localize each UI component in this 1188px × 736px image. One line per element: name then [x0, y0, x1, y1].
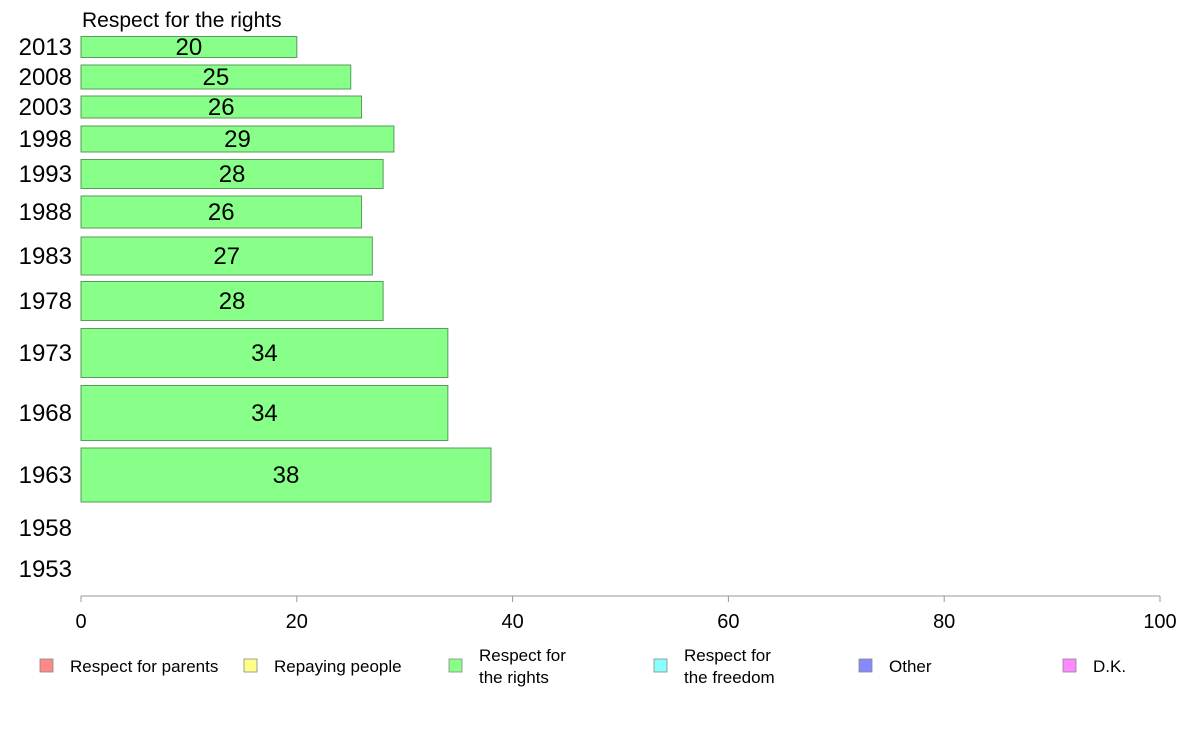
category-label-1953: 1953	[19, 556, 72, 583]
legend-label-1: Repaying people	[274, 657, 402, 676]
data-label-2003: 26	[208, 94, 235, 121]
x-tick-label-40: 40	[501, 611, 523, 633]
legend: Respect for parents Repaying people Respec…	[39, 646, 1126, 687]
bar-1978	[80, 281, 384, 321]
x-axis: 0 20 40 60 80 100	[75, 595, 1177, 633]
data-label-1968: 34	[251, 400, 278, 427]
bar-1998	[80, 125, 395, 153]
category-label-2013: 2013	[19, 34, 72, 61]
data-label-1983: 27	[213, 243, 240, 270]
bar-1988	[80, 195, 363, 229]
legend-swatch-3	[653, 658, 668, 673]
bar-2013	[80, 36, 298, 58]
data-label-1978: 28	[219, 288, 246, 315]
category-label-1973: 1973	[19, 340, 72, 367]
data-label-1988: 26	[208, 199, 235, 226]
x-tick-label-0: 0	[75, 611, 86, 633]
bar-1983	[80, 236, 373, 276]
data-label-1973: 34	[251, 340, 278, 367]
category-labels: 2013 2008 2003 1998 1993 1988 1983 1978 1973 1968…	[19, 34, 72, 583]
category-label-2008: 2008	[19, 64, 72, 91]
legend-swatch-2	[448, 658, 463, 673]
data-label-2008: 25	[203, 64, 230, 91]
bar-1963	[80, 447, 492, 503]
data-label-1998: 29	[224, 126, 251, 153]
x-tick-label-20: 20	[286, 611, 308, 633]
category-label-1998: 1998	[19, 126, 72, 153]
category-label-1963: 1963	[19, 462, 72, 489]
x-tick-label-60: 60	[717, 611, 739, 633]
bar-1968	[80, 385, 449, 441]
category-label-1983: 1983	[19, 243, 72, 270]
bar-1973	[80, 328, 449, 378]
legend-swatch-0	[39, 658, 54, 673]
legend-swatch-1	[243, 658, 258, 673]
category-label-1988: 1988	[19, 199, 72, 226]
x-tick-label-100: 100	[1143, 611, 1176, 633]
legend-swatch-4	[858, 658, 873, 673]
category-label-1968: 1968	[19, 400, 72, 427]
legend-label-3: Respect for the freedom	[684, 646, 775, 687]
data-label-1963: 38	[273, 462, 300, 489]
bar-2003	[80, 95, 363, 119]
category-label-1958: 1958	[19, 515, 72, 542]
legend-label-4: Other	[889, 657, 932, 676]
category-label-1993: 1993	[19, 161, 72, 188]
legend-label-2: Respect for the rights	[479, 646, 566, 687]
legend-swatch-5	[1062, 658, 1077, 673]
chart-title: Respect for the rights	[82, 9, 282, 32]
data-label-2013: 20	[176, 34, 203, 61]
category-label-1978: 1978	[19, 288, 72, 315]
data-label-1993: 28	[219, 161, 246, 188]
category-label-2003: 2003	[19, 94, 72, 121]
legend-label-5: D.K.	[1093, 657, 1126, 676]
x-tick-label-80: 80	[933, 611, 955, 633]
legend-label-0: Respect for parents	[70, 657, 218, 676]
bar-2008	[80, 64, 352, 90]
bar-1993	[80, 159, 384, 189]
